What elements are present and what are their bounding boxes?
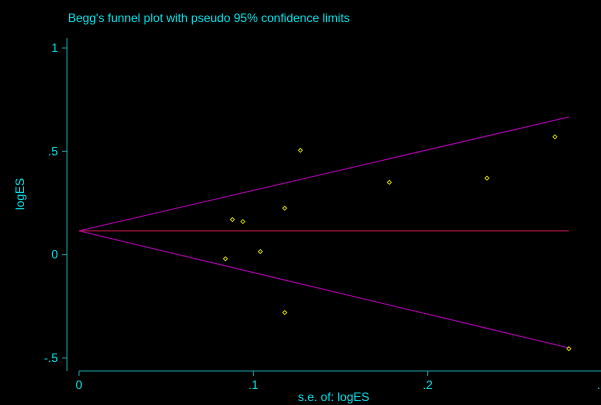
data-point [386, 179, 392, 185]
y-tick-label: 0 [51, 248, 58, 262]
data-point [240, 219, 246, 225]
lower-confidence-limit [78, 230, 569, 349]
data-point [552, 134, 558, 140]
y-tick-label: 1 [51, 41, 58, 55]
data-point [257, 249, 263, 255]
x-tick-label: .2 [423, 378, 433, 392]
data-point [484, 175, 490, 181]
funnel-lines [78, 116, 569, 349]
y-tick-label: -.5 [44, 351, 58, 365]
data-point [282, 205, 288, 211]
data-point [222, 256, 229, 262]
axes: 1 .5 0 -.5 0 .1 .2 .3 [44, 38, 601, 392]
upper-confidence-limit [78, 116, 569, 232]
data-points [222, 134, 572, 352]
data-point [297, 147, 303, 153]
x-tick-label: .3 [597, 378, 601, 392]
chart-title: Begg's funnel plot with pseudo 95% confi… [68, 11, 350, 25]
x-axis-label: s.e. of: logES [298, 390, 370, 404]
data-point [566, 346, 572, 352]
x-tick-label: .1 [248, 378, 258, 392]
data-point [282, 309, 288, 316]
y-tick-label: .5 [48, 144, 58, 158]
x-tick-label: 0 [76, 378, 83, 392]
data-point [229, 216, 235, 223]
